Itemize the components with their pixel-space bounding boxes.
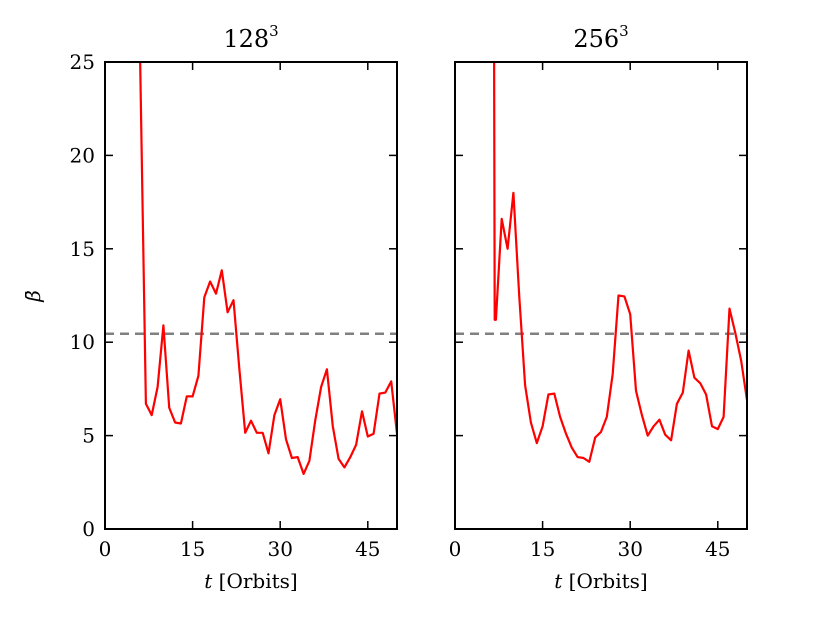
panel-128: 1283 0 15 30 45 0 5 10 15 20 25 t [Orbits] β̄ <box>21 22 398 593</box>
x-tick-label: 45 <box>705 537 730 561</box>
ticks-layer: 0 15 30 45 <box>449 61 747 561</box>
x-tick-label: 0 <box>99 537 112 561</box>
x-tick-label: 30 <box>267 537 292 561</box>
y-tick-label: 20 <box>70 143 95 167</box>
marks-layer <box>105 62 397 475</box>
axes-frame <box>104 61 398 530</box>
y-tick-label: 0 <box>82 517 95 541</box>
x-tick-label: 30 <box>617 537 642 561</box>
axes-frame <box>454 61 748 530</box>
x-tick-label: 15 <box>180 537 205 561</box>
y-tick-label: 25 <box>70 50 95 74</box>
y-tick-label: 15 <box>70 237 95 261</box>
ticks-layer: 0 15 30 45 0 5 10 15 20 25 <box>70 50 397 561</box>
x-axis-label: t [Orbits] <box>554 569 647 593</box>
y-tick-label: 10 <box>70 330 95 354</box>
panel-title: 1283 <box>223 22 278 53</box>
x-tick-label: 15 <box>530 537 555 561</box>
x-tick-label: 45 <box>355 537 380 561</box>
y-axis-label: β̄ <box>21 290 45 303</box>
y-tick-label: 5 <box>82 424 95 448</box>
marks-layer <box>455 62 747 463</box>
series-line <box>493 62 747 463</box>
series-line <box>139 62 397 475</box>
x-axis-label: t [Orbits] <box>204 569 297 593</box>
panel-title: 2563 <box>573 22 628 53</box>
x-tick-label: 0 <box>449 537 462 561</box>
panel-256: 2563 0 15 30 45 t [Orbits] <box>449 22 748 593</box>
